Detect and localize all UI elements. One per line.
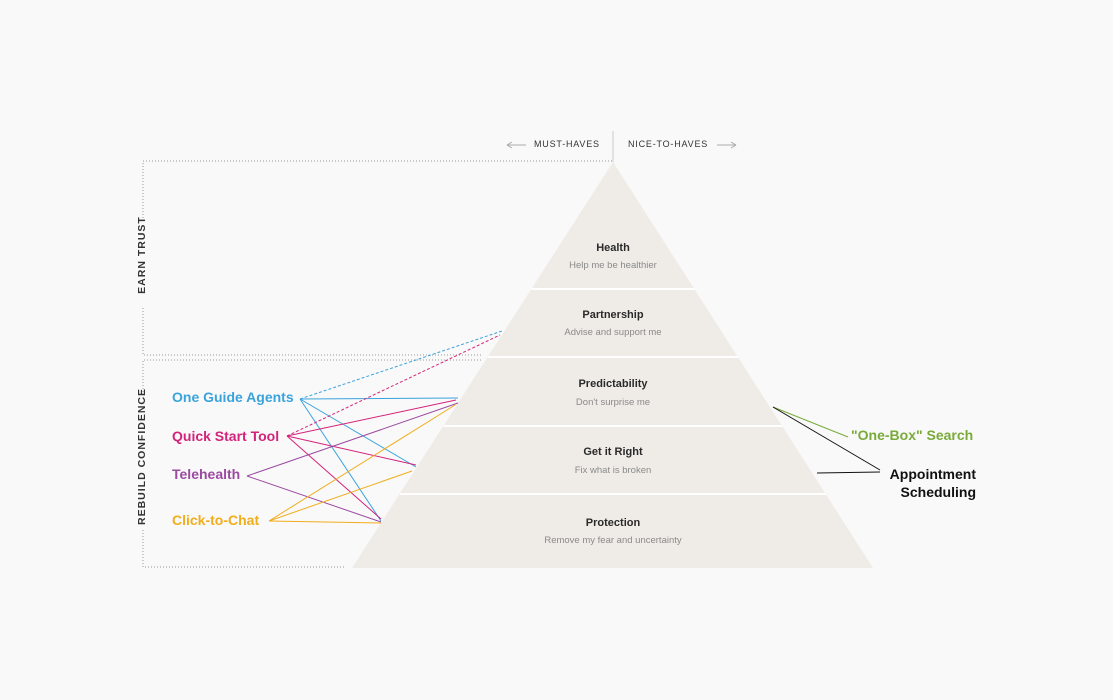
- connector-line-3: [299, 398, 417, 468]
- level-health-title: Health: [596, 242, 630, 254]
- feature-one-box-search: "One-Box" Search: [851, 427, 974, 443]
- level-predictability-subtitle: Don't surprise me: [575, 397, 651, 408]
- level-protection-title: Protection: [585, 517, 641, 529]
- feature-quick-start-tool: Quick Start Tool: [172, 428, 280, 444]
- connector-line-12: [268, 470, 413, 522]
- connector-line-4: [299, 398, 382, 522]
- feature-click-to-chat: Click-to-Chat: [172, 512, 260, 528]
- section-label-rebuild-confidence: REBUILD CONFIDENCE: [136, 387, 148, 525]
- feature-appointment-scheduling-line2: Scheduling: [900, 484, 976, 500]
- bracket-rebuild-top: [142, 359, 482, 398]
- feature-telehealth: Telehealth: [172, 466, 241, 482]
- feature-appointment-scheduling: Appointment Scheduling: [860, 465, 976, 501]
- connector-line-6: [286, 399, 457, 437]
- bracket-earn-trust-top: [142, 160, 613, 218]
- arrow-right-icon: [717, 141, 737, 149]
- bracket-rebuild-bottom: [142, 530, 345, 568]
- level-health-subtitle: Help me be healthier: [569, 260, 657, 271]
- connector-line-14: [772, 406, 849, 438]
- connector-line-10: [246, 475, 382, 523]
- connector-line-16: [816, 471, 881, 474]
- connector-line-8: [286, 435, 382, 520]
- pyramid-shape: [352, 162, 873, 568]
- arrow-left-icon: [506, 141, 526, 149]
- level-protection-subtitle: Remove my fear and uncertainty: [544, 535, 682, 546]
- level-predictability-title: Predictability: [578, 378, 648, 390]
- connector-line-9: [246, 402, 459, 477]
- feature-appointment-scheduling-line1: Appointment: [889, 466, 976, 482]
- connector-line-11: [268, 404, 456, 522]
- feature-one-guide-agents: One Guide Agents: [172, 389, 294, 405]
- level-partnership-subtitle: Advise and support me: [564, 327, 662, 338]
- connector-line-15: [772, 406, 881, 471]
- connector-line-2: [299, 397, 459, 400]
- section-label-earn-trust: EARN TRUST: [136, 216, 148, 294]
- connector-line-13: [268, 520, 382, 524]
- level-get-it-right-subtitle: Fix what is broken: [574, 465, 652, 476]
- connector-line-5: [286, 334, 501, 437]
- bracket-earn-trust-bottom: [142, 308, 482, 356]
- connector-line-7: [286, 435, 417, 466]
- level-partnership-title: Partnership: [582, 309, 644, 321]
- axis-label-must-haves: MUST-HAVES: [534, 139, 600, 149]
- axis-label-nice-to-haves: NICE-TO-HAVES: [628, 139, 709, 149]
- level-get-it-right-title: Get it Right: [583, 446, 643, 458]
- connector-line-1: [299, 330, 503, 400]
